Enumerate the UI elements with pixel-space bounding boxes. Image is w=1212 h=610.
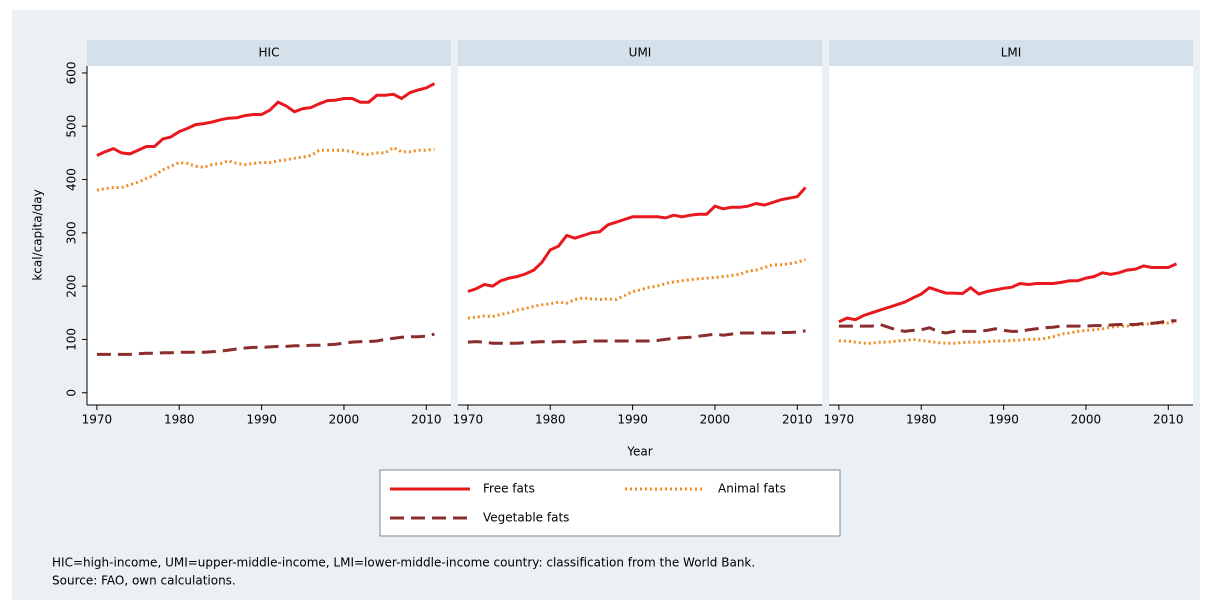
y-tick-label: 500 xyxy=(65,115,79,138)
data-line xyxy=(467,329,806,345)
x-tick-label: 1990 xyxy=(246,413,277,427)
data-line xyxy=(467,186,807,293)
note: HIC=high-income, UMI=upper-middle-income… xyxy=(52,556,755,570)
x-tick-label: 1980 xyxy=(535,413,566,427)
legend-label: Animal fats xyxy=(718,482,786,496)
panel-header xyxy=(87,40,451,66)
x-tick-label: 2010 xyxy=(411,413,442,427)
plot-area xyxy=(87,66,451,405)
data-line xyxy=(838,319,1177,345)
x-tick-label: 1990 xyxy=(617,413,648,427)
x-tick-label: 1980 xyxy=(906,413,937,427)
panel-header xyxy=(829,40,1193,66)
y-tick-label: 200 xyxy=(65,275,79,298)
x-tick-label: 1970 xyxy=(824,413,855,427)
x-tick-label: 2000 xyxy=(1071,413,1102,427)
x-tick-label: 1980 xyxy=(164,413,195,427)
x-tick-label: 1970 xyxy=(82,413,113,427)
x-axis-label: Year xyxy=(626,445,652,459)
plot-area xyxy=(458,66,822,405)
x-tick-label: 2010 xyxy=(782,413,813,427)
legend-label: Vegetable fats xyxy=(483,511,569,525)
x-tick-label: 2000 xyxy=(329,413,360,427)
data-line xyxy=(96,332,435,356)
data-line xyxy=(96,145,435,192)
legend xyxy=(379,469,841,537)
y-tick-label: 100 xyxy=(65,328,79,351)
x-tick-label: 1990 xyxy=(988,413,1019,427)
y-tick-label: 600 xyxy=(65,61,79,84)
legend-label: Free fats xyxy=(483,482,535,496)
data-line xyxy=(838,319,1177,335)
data-line xyxy=(96,82,436,157)
panel-title: UMI xyxy=(629,46,652,60)
panel-header xyxy=(458,40,822,66)
panel-title: HIC xyxy=(259,46,280,60)
note: Source: FAO, own calculations. xyxy=(52,574,236,588)
plot-area xyxy=(829,66,1193,405)
x-tick-label: 1970 xyxy=(453,413,484,427)
x-tick-label: 2010 xyxy=(1153,413,1184,427)
y-tick-label: 400 xyxy=(65,168,79,191)
y-axis-label: kcal/capita/day xyxy=(31,189,45,280)
data-line xyxy=(838,262,1178,324)
y-tick-label: 300 xyxy=(65,221,79,244)
panel-title: LMI xyxy=(1001,46,1022,60)
x-tick-label: 2000 xyxy=(700,413,731,427)
y-tick-label: 0 xyxy=(65,389,79,397)
